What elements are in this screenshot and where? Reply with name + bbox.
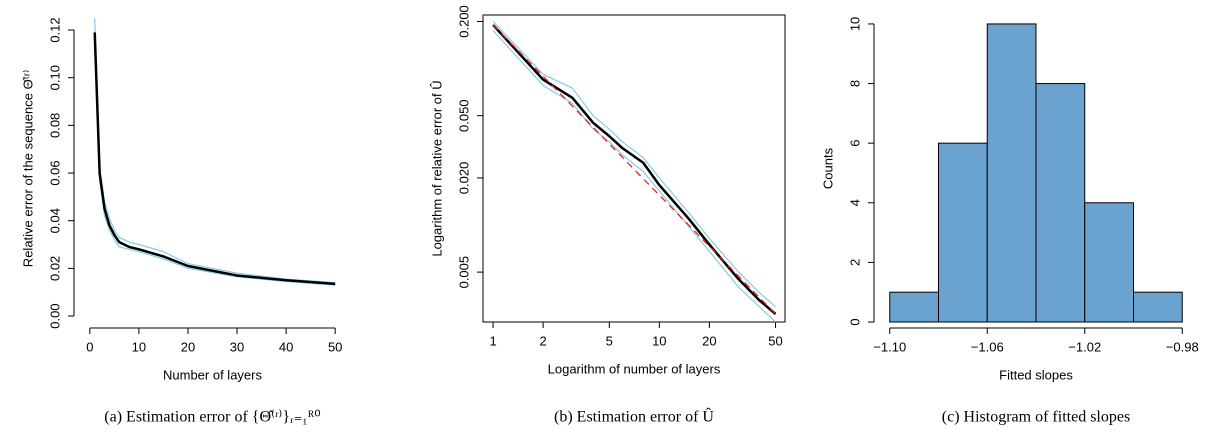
y-tick-label: 8 [847, 80, 862, 87]
x-tick-label: 40 [279, 339, 293, 354]
y-tick-label: 2 [847, 259, 862, 266]
series-line [492, 30, 776, 323]
y-axis-label: Relative error of the sequence Θ̂⁽ʳ⁾ [20, 70, 35, 267]
x-tick-label: 20 [181, 339, 195, 354]
histogram-bar [889, 291, 939, 323]
x-tick-label: −1.10 [873, 339, 906, 354]
histogram-bar [938, 142, 988, 323]
x-tick-label: −1.06 [971, 339, 1004, 354]
x-tick-label: 20 [702, 333, 716, 348]
y-tick-label: 6 [847, 140, 862, 147]
x-tick-label: 10 [132, 339, 146, 354]
caption: (c) Histogram of fitted slopes [942, 409, 1130, 426]
x-tick-label: 50 [768, 333, 782, 348]
y-tick-label: 0.04 [47, 208, 62, 233]
y-tick-label: 0.005 [456, 256, 471, 289]
y-tick-label: 10 [847, 17, 862, 31]
series-line [93, 32, 336, 286]
caption: (a) Estimation error of {Θ̂⁽ʳ⁾}ᵣ₌₁ᴿ⁰ [104, 409, 320, 426]
x-tick-label: 50 [328, 339, 342, 354]
y-tick-label: 0.200 [456, 5, 471, 38]
series-line [94, 18, 336, 284]
x-tick-label: 5 [606, 333, 613, 348]
y-tick-label: 0.10 [47, 65, 62, 90]
y-tick-label: 0 [847, 318, 862, 325]
x-axis-label: Fitted slopes [999, 367, 1073, 382]
y-axis-label: Logarithm of relative error of Û [429, 80, 444, 256]
x-axis-label: Number of layers [163, 367, 262, 382]
histogram-bar [1084, 202, 1134, 323]
x-tick-label: 1 [489, 333, 496, 348]
y-tick-label: 0.050 [456, 99, 471, 132]
series-line [492, 24, 777, 315]
x-tick-label: −1.02 [1068, 339, 1101, 354]
x-tick-label: 10 [652, 333, 666, 348]
series-line [492, 21, 776, 308]
histogram-bar [986, 23, 1037, 323]
y-tick-label: 0.06 [47, 160, 62, 185]
x-tick-label: 0 [86, 339, 93, 354]
x-tick-label: 2 [539, 333, 546, 348]
y-tick-label: 0.020 [456, 162, 471, 195]
y-tick-label: 0.12 [47, 17, 62, 42]
y-tick-label: 0.00 [47, 303, 62, 328]
x-tick-label: −0.98 [1166, 339, 1199, 354]
histogram-bar [1035, 83, 1086, 323]
y-tick-label: 0.02 [47, 256, 62, 281]
x-axis-label: Logarithm of number of layers [548, 361, 721, 376]
caption: (b) Estimation error of Û [554, 407, 714, 426]
series-line [492, 24, 777, 315]
y-axis-label: Counts [820, 147, 835, 189]
y-tick-label: 4 [847, 199, 862, 206]
histogram-bar [1133, 291, 1183, 323]
x-tick-label: 30 [230, 339, 244, 354]
y-tick-label: 0.08 [47, 113, 62, 138]
